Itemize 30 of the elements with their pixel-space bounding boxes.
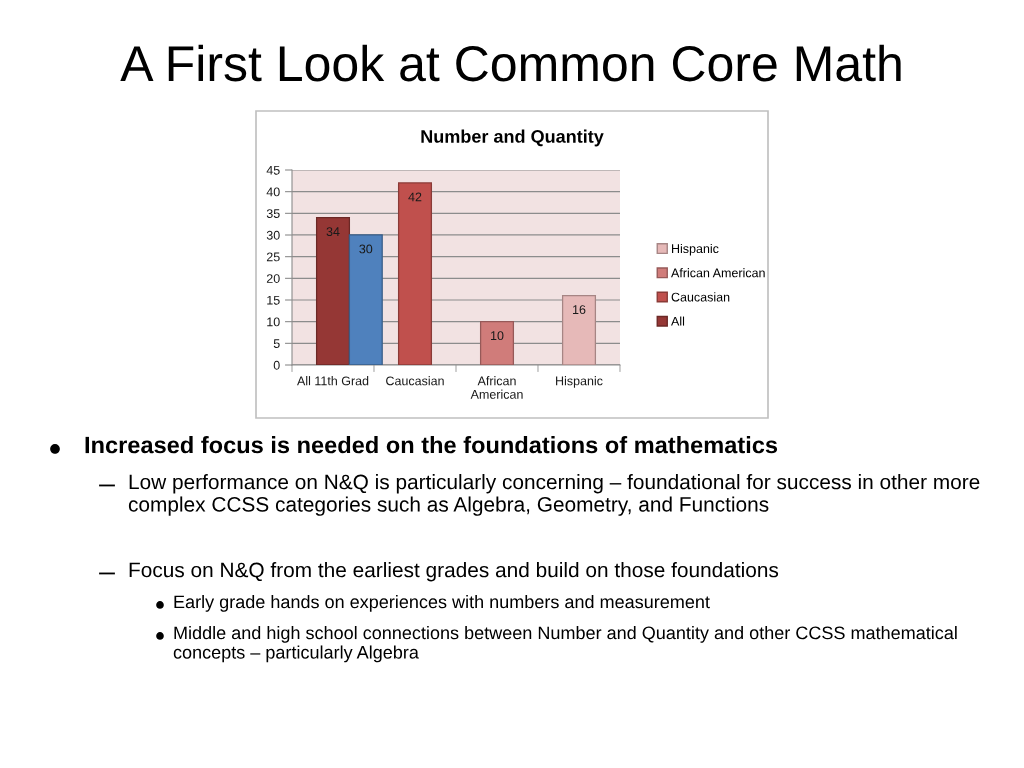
- y-tick-label: 20: [266, 274, 280, 283]
- text: Middle and high school connections between Number and Quantity and other CCSS mathematical concepts – particularly Algebra: [173, 626, 957, 663]
- text: Early grade hands on experiences with numbers and measurement: [174, 595, 710, 612]
- x-tick-label: All 11th Grad: [297, 376, 369, 386]
- legend-label: Caucasian: [671, 292, 730, 302]
- y-tick-label: 0: [273, 360, 280, 370]
- y-tick-label: 45: [266, 165, 280, 175]
- x-tick-label: Caucasian: [386, 376, 444, 386]
- x-tick-label: African American: [470, 376, 523, 399]
- text: Increased focus is needed on the foundations of mathematics: [85, 436, 778, 454]
- y-tick-label: 35: [266, 209, 280, 218]
- legend-label: All: [671, 316, 685, 326]
- y-tick-label: 25: [266, 252, 280, 262]
- legend-label: Hispanic: [672, 243, 719, 256]
- data-label: 42: [408, 192, 422, 202]
- data-label: 10: [491, 331, 504, 341]
- y-tick-label: 10: [267, 317, 280, 327]
- data-label: 34: [326, 227, 340, 237]
- data-label: 16: [573, 305, 586, 315]
- chart-title: A First Look at Common Core Math: [120, 44, 901, 82]
- x-tick-label: Hispanic: [556, 376, 603, 388]
- y-tick-label: 40: [266, 187, 280, 197]
- chart-subtitle: Number and Quantity: [421, 129, 604, 147]
- y-tick-label: 5: [273, 339, 280, 348]
- text: Low performance on N&Q is particularly concerning – foundational for success in other more complex CCSS categories such as Algebra, Geometry, and Functions: [128, 474, 980, 516]
- legend-label: African American: [671, 268, 765, 278]
- text: Focus on N&Q from the earliest grades and build on those foundations: [129, 562, 779, 582]
- data-label: 30: [359, 244, 373, 254]
- y-tick-label: 15: [267, 295, 280, 305]
- y-tick-label: 30: [266, 230, 280, 240]
